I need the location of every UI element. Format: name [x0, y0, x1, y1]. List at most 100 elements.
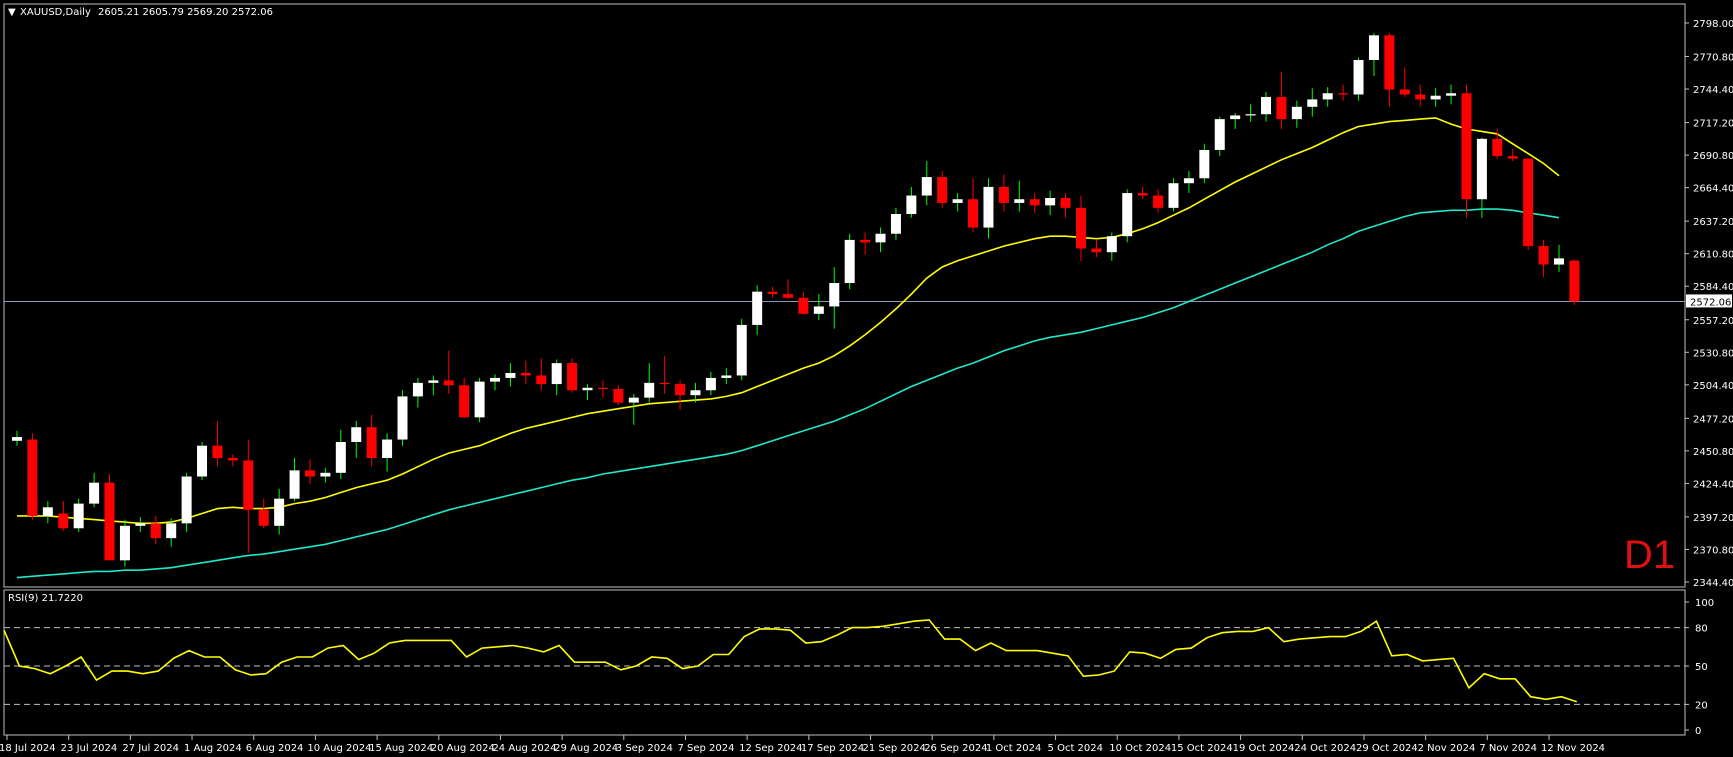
candle [983, 178, 994, 239]
candle [1091, 239, 1102, 258]
candle-body [1492, 138, 1503, 157]
rsi-axis: 100 80 50 20 0 [1685, 598, 1714, 737]
date-tick-label: 17 Sep 2024 [801, 743, 864, 754]
rsi-panel[interactable]: RSI(9) 21.7220 100 80 50 20 0 [3, 589, 1714, 737]
rsi-levels [4, 627, 1685, 705]
date-tick-label: 10 Aug 2024 [307, 743, 371, 754]
candle [274, 488, 285, 535]
candle-body [258, 509, 269, 526]
current-price-line: 2572.06 [4, 294, 1732, 308]
candle-body [798, 297, 809, 314]
price-tick-label: 2744.40 [1693, 85, 1733, 96]
price-panel[interactable]: 2798.00 2770.80 2744.40 2717.20 2690.80 2664.… [3, 3, 1733, 589]
moving-averages [16, 117, 1560, 579]
candle-body [243, 460, 254, 510]
candle-body [1507, 156, 1518, 159]
candle-body [1307, 99, 1318, 107]
ma-fast-line [17, 117, 1560, 525]
candle-body [1399, 89, 1410, 95]
date-tick-label: 26 Sep 2024 [924, 743, 987, 754]
candle [1353, 57, 1364, 101]
candle-body [89, 482, 100, 504]
candle [520, 360, 531, 385]
price-tick-label: 2370.80 [1693, 545, 1733, 556]
price-tick-label: 2664.40 [1693, 184, 1733, 195]
candle-body [1029, 199, 1040, 206]
candle [181, 472, 192, 532]
rsi-header: RSI(9) 21.7220 [8, 593, 83, 604]
candle [89, 472, 100, 508]
candle-body [197, 445, 208, 477]
candle-body [1446, 93, 1457, 96]
candle [443, 350, 454, 394]
candle [1153, 189, 1164, 213]
candle [860, 232, 871, 255]
candle [1276, 72, 1287, 129]
candle [582, 384, 593, 401]
candle-body [829, 283, 840, 307]
candle [844, 233, 855, 290]
rsi-line [3, 619, 1578, 703]
candle [1554, 244, 1564, 272]
candle-body [906, 195, 917, 215]
candle-body [567, 363, 578, 391]
candle [597, 380, 608, 398]
date-tick-label: 12 Nov 2024 [1541, 743, 1605, 754]
candle [227, 454, 238, 467]
candle [536, 358, 547, 391]
candle [27, 433, 38, 520]
ohlc-readout: 2605.21 2605.79 2569.20 2572.06 [98, 7, 273, 18]
candle [12, 430, 22, 446]
candle-body [767, 291, 778, 295]
candle-body [968, 199, 979, 228]
candle-body [675, 384, 686, 396]
candle [890, 207, 901, 240]
candle-body [690, 390, 701, 396]
candle-body [412, 382, 423, 397]
date-tick-label: 7 Sep 2024 [677, 743, 734, 754]
candle [1122, 189, 1133, 243]
candle-body [212, 445, 223, 459]
candle-body [181, 476, 192, 524]
candle-body [382, 439, 393, 459]
date-tick-label: 7 Nov 2024 [1479, 743, 1537, 754]
price-tick-label: 2424.40 [1693, 479, 1733, 490]
candle-body [135, 523, 146, 526]
candle [1492, 128, 1503, 159]
candle [1523, 158, 1534, 250]
candle-body [1353, 59, 1364, 95]
candle-body [1060, 197, 1071, 208]
candle [1230, 112, 1241, 129]
candle-body [628, 397, 639, 403]
candle [952, 193, 963, 212]
candle [1338, 84, 1349, 101]
price-tick-label: 2690.80 [1693, 151, 1733, 162]
candle-body [443, 380, 454, 386]
date-tick-label: 24 Aug 2024 [492, 743, 556, 754]
candle [258, 498, 269, 529]
date-tick-label: 12 Sep 2024 [739, 743, 802, 754]
candle-body [1384, 35, 1395, 90]
price-tick-label: 2530.80 [1693, 348, 1733, 359]
candle-body [428, 380, 439, 383]
candle [551, 359, 562, 396]
candle [289, 458, 300, 502]
price-tick-label: 2397.20 [1693, 513, 1733, 524]
candles [12, 32, 1580, 567]
date-tick-label: 2 Nov 2024 [1418, 743, 1476, 754]
date-tick-label: 27 Jul 2024 [122, 743, 179, 754]
candle-body [1199, 149, 1210, 179]
candle [1430, 88, 1441, 107]
timeframe-label: D1 [1624, 533, 1675, 577]
candle-body [1183, 178, 1194, 184]
candle-body [520, 372, 531, 376]
candle [1014, 180, 1025, 212]
date-tick-label: 1 Oct 2024 [986, 743, 1041, 754]
candle [119, 519, 130, 567]
candle-body [289, 470, 300, 499]
candle-body [551, 363, 562, 385]
candle [1307, 88, 1318, 117]
candle-body [937, 177, 948, 203]
candle-body [1137, 193, 1148, 196]
symbol-dropdown-icon[interactable]: ▼ [8, 7, 16, 18]
